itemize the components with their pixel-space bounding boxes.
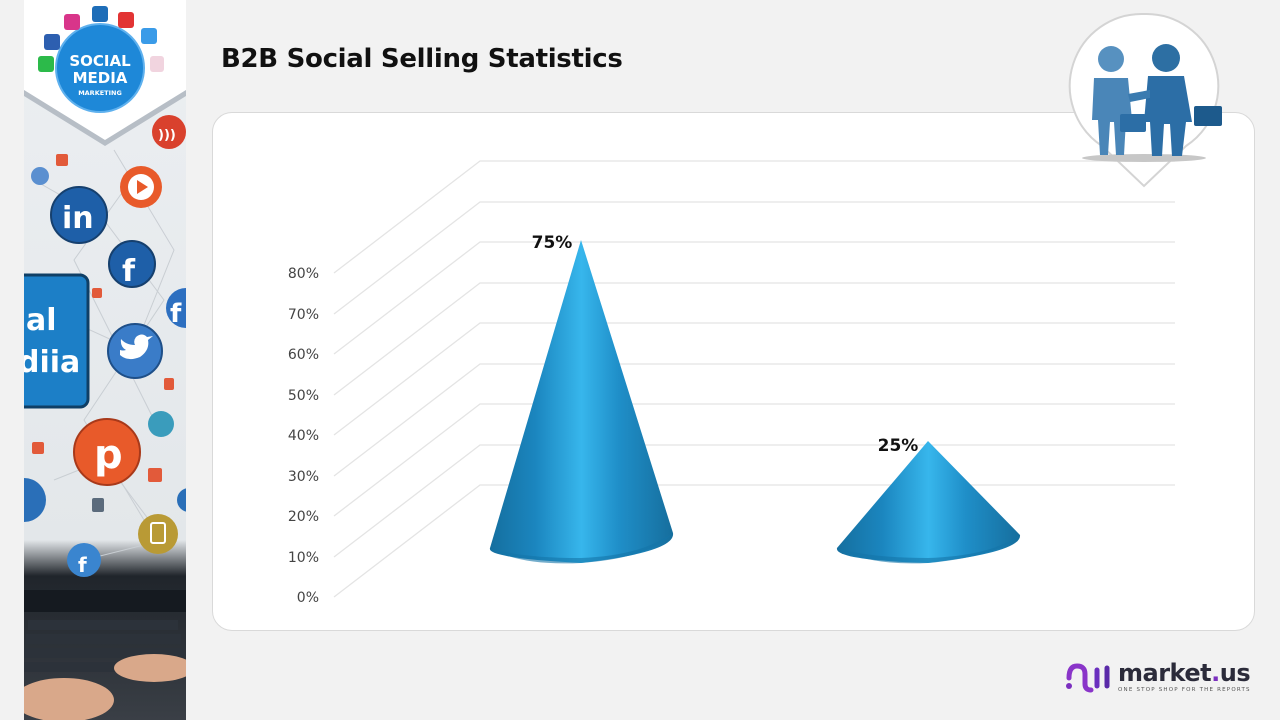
screen-text-line2: diia [24, 345, 80, 380]
clipboard-icon [138, 514, 178, 554]
play-icon [120, 166, 162, 208]
business-handshake-badge [1068, 12, 1222, 188]
badge-icons [38, 6, 164, 72]
ytick-70: 70% [288, 307, 319, 323]
data-label-2: 25% [878, 436, 919, 456]
svg-text:f: f [122, 254, 136, 289]
twitter-icon [107, 323, 163, 379]
svg-text:MEDIA: MEDIA [73, 69, 128, 87]
linkedin-icon: in [50, 186, 108, 244]
business-handshake-icon [1082, 44, 1222, 162]
svg-text:f: f [78, 553, 87, 577]
ytick-60: 60% [288, 347, 319, 363]
social-media-screen-sign [24, 273, 90, 409]
data-label-1: 75% [532, 233, 573, 253]
cone-bar-2[interactable] [836, 441, 1021, 564]
ytick-50: 50% [288, 388, 319, 404]
page-title: B2B Social Selling Statistics [221, 44, 623, 74]
keyboard [24, 620, 186, 672]
ytick-80: 80% [288, 266, 319, 282]
facebook-icon: f [108, 240, 156, 289]
logo-tagline: ONE STOP SHOP FOR THE REPORTS [1118, 687, 1251, 693]
hands [24, 654, 186, 720]
svg-text:p: p [94, 432, 123, 478]
svg-text:))): ))) [158, 128, 176, 143]
logo-name: market.us [1118, 659, 1251, 687]
ytick-0: 0% [297, 590, 319, 606]
market-us-logo: market.us ONE STOP SHOP FOR THE REPORTS [1064, 660, 1251, 694]
chart-card [212, 112, 1255, 631]
market-us-logo-mark-icon [1066, 663, 1110, 693]
facebook-icon-2: f [166, 288, 186, 329]
ytick-10: 10% [288, 550, 319, 566]
cone-bar-1[interactable] [489, 240, 674, 564]
ytick-30: 30% [288, 469, 319, 485]
social-media-marketing-badge: SOCIAL MEDIA MARKETING [55, 23, 145, 113]
y-axis: 0% 10% 20% 30% 40% 50% 60% 70% 80% [288, 266, 319, 606]
svg-text:MARKETING: MARKETING [78, 89, 122, 97]
svg-text:in: in [62, 201, 94, 236]
facebook-icon-3: f [67, 543, 101, 577]
rss-icon: ))) [152, 115, 186, 149]
pinterest-icon: p [73, 418, 141, 486]
small-icons [24, 154, 186, 522]
svg-text:SOCIAL: SOCIAL [69, 52, 131, 70]
social-media-illustration: al diia in f f p [24, 0, 186, 720]
ytick-40: 40% [288, 428, 319, 444]
screen-text-line1: al [26, 303, 57, 338]
ytick-20: 20% [288, 509, 319, 525]
svg-text:f: f [170, 299, 182, 329]
sidebar-social-media-image: al diia in f f p [24, 0, 186, 720]
gridlines [333, 160, 1175, 598]
